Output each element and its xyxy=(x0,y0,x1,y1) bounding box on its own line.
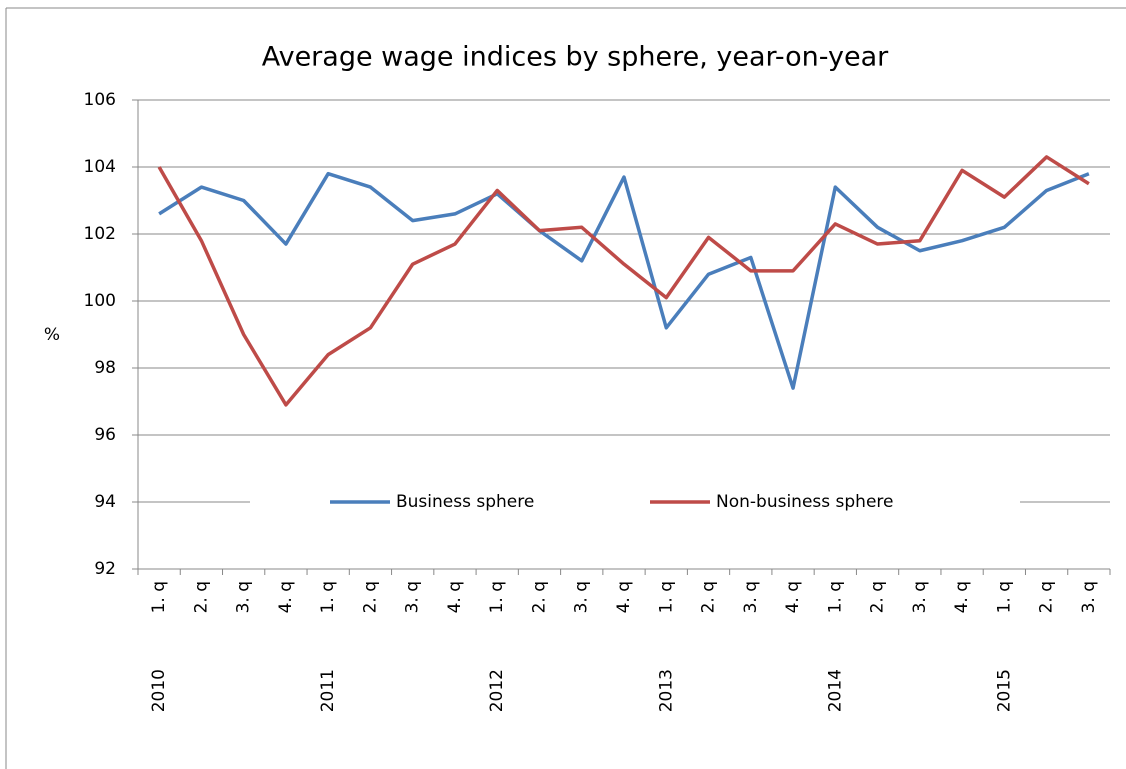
x-group-label: 2015 xyxy=(994,669,1014,712)
chart-title: Average wage indices by sphere, year-on-… xyxy=(262,42,889,73)
x-tick-label: 1. q xyxy=(149,581,169,613)
x-tick-label: 4. q xyxy=(952,581,972,613)
x-tick-label: 2. q xyxy=(191,581,211,613)
y-tick-label: 98 xyxy=(94,358,116,378)
x-tick-label: 3. q xyxy=(234,581,254,613)
x-tick-label: 1. q xyxy=(994,581,1014,613)
x-group-label: 2010 xyxy=(149,669,169,712)
x-tick-label: 4. q xyxy=(276,581,296,613)
y-tick-label: 94 xyxy=(94,492,116,512)
x-tick-label: 2. q xyxy=(699,581,719,613)
y-axis-label: % xyxy=(44,325,60,345)
x-tick-label: 1. q xyxy=(656,581,676,613)
legend-label: Business sphere xyxy=(396,492,534,512)
series-line xyxy=(157,155,1090,407)
x-tick-label: 4. q xyxy=(783,581,803,613)
x-group-label: 2014 xyxy=(825,669,845,712)
legend-label: Non-business sphere xyxy=(716,492,893,512)
x-group-label: 2013 xyxy=(656,669,676,712)
x-group-label: 2011 xyxy=(318,669,338,712)
x-tick-label: 2. q xyxy=(868,581,888,613)
x-tick-label: 4. q xyxy=(614,581,634,613)
x-tick-label: 1. q xyxy=(487,581,507,613)
y-tick-label: 100 xyxy=(84,291,116,311)
x-tick-label: 2. q xyxy=(1037,581,1057,613)
x-tick-label: 2. q xyxy=(529,581,549,613)
y-tick-label: 102 xyxy=(84,224,116,244)
x-tick-label: 3. q xyxy=(403,581,423,613)
x-tick-label: 3. q xyxy=(572,581,592,613)
x-tick-label: 2. q xyxy=(360,581,380,613)
y-tick-label: 96 xyxy=(94,425,116,445)
series-line xyxy=(158,171,1090,390)
y-tick-label: 106 xyxy=(84,90,116,110)
x-tick-label: 1. q xyxy=(825,581,845,613)
x-tick-label: 3. q xyxy=(1079,581,1099,613)
x-tick-label: 1. q xyxy=(318,581,338,613)
x-group-label: 2012 xyxy=(487,669,507,712)
x-tick-label: 3. q xyxy=(741,581,761,613)
x-tick-label: 4. q xyxy=(445,581,465,613)
y-tick-label: 104 xyxy=(84,157,116,177)
x-tick-label: 3. q xyxy=(910,581,930,613)
y-tick-label: 92 xyxy=(94,559,116,579)
